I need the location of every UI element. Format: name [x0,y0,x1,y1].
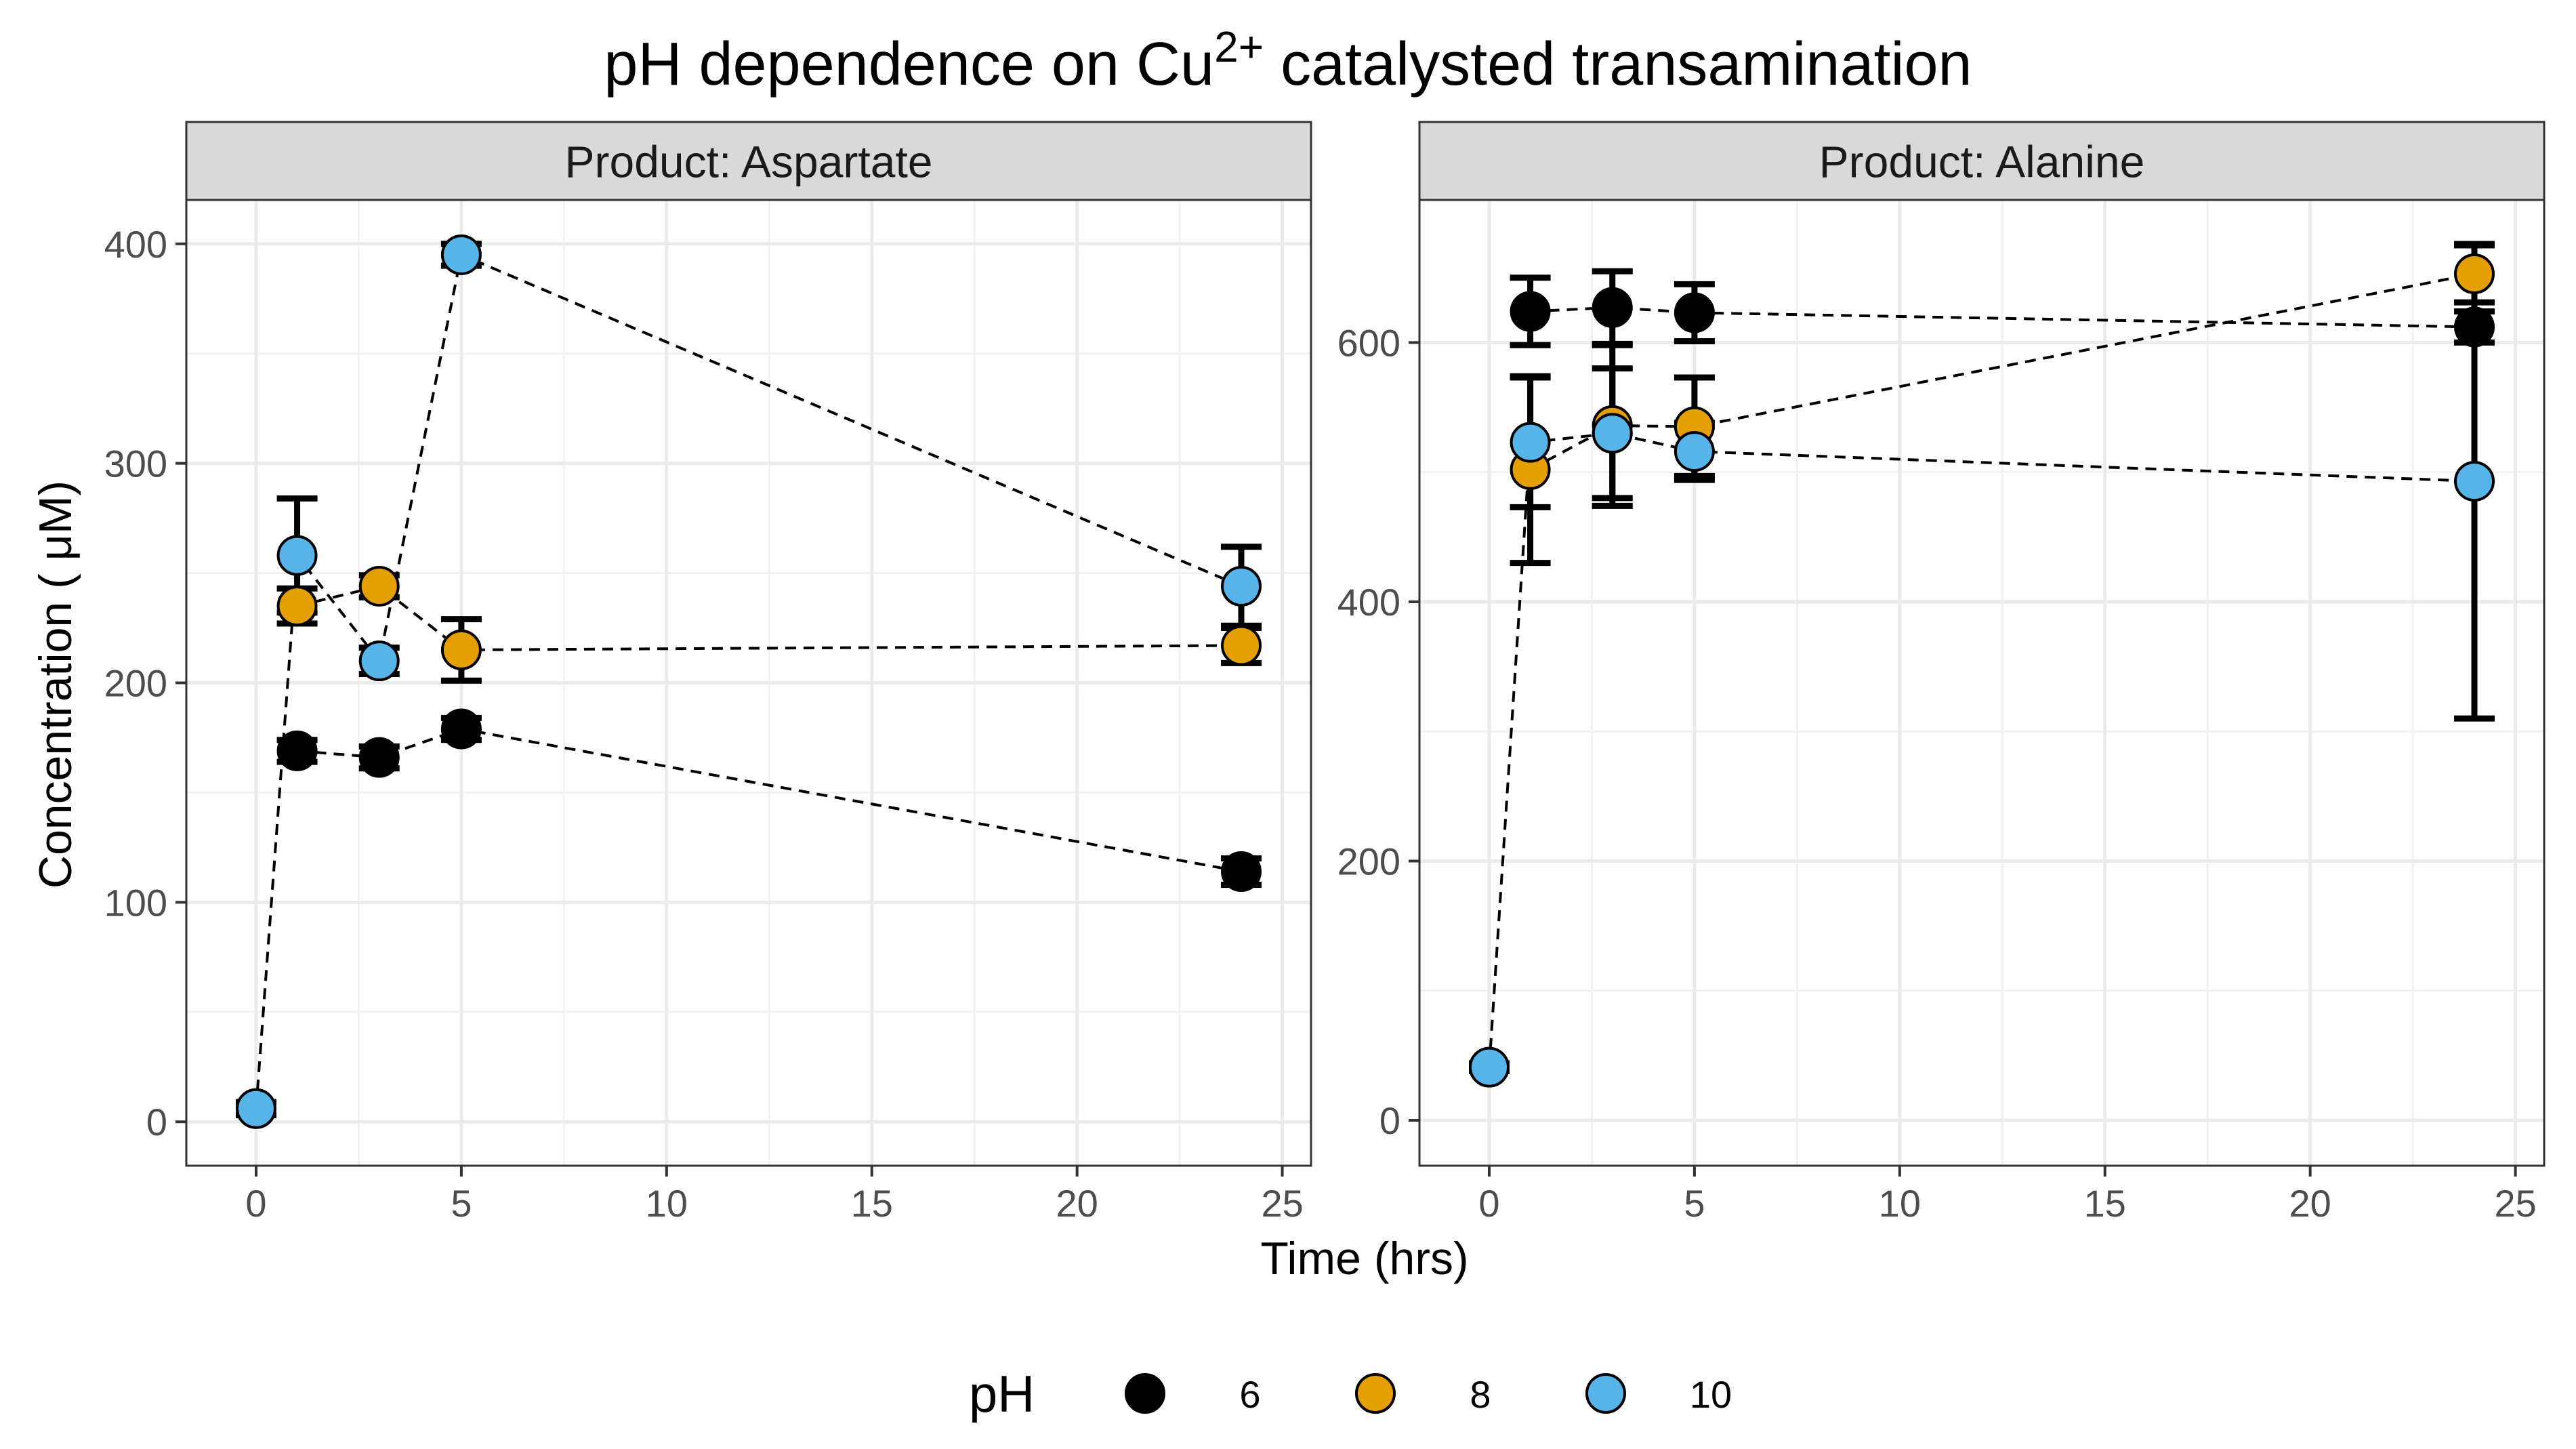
data-point-ph-8 [276,586,318,627]
legend-label: 6 [1239,1373,1260,1416]
x-axis-label: Time (hrs) [1260,1233,1468,1284]
data-point-ph-6 [440,708,482,750]
legend-entry-ph-8: 8 [1355,1373,1491,1416]
legend-label: 8 [1470,1373,1491,1416]
data-point-ph-10 [2454,461,2495,502]
y-tick-label: 0 [146,1101,167,1143]
y-tick-label: 200 [1337,840,1400,883]
x-tick-label: 5 [451,1182,472,1225]
x-tick-label: 10 [1879,1182,1921,1225]
data-point-ph-6 [1674,292,1715,333]
x-tick-label: 10 [646,1182,688,1225]
chart-title-superscript: 2+ [1214,22,1264,71]
chart-title-main: pH dependence on Cu [604,30,1214,98]
data-point-ph-10 [1592,413,1633,454]
legend-entry-ph-6: 6 [1125,1373,1261,1416]
x-tick-label: 25 [2494,1182,2536,1225]
facet-strip [1418,121,2546,201]
y-tick-label: 100 [104,881,167,924]
data-point-ph-6 [1510,291,1551,332]
chart-title: pH dependence on Cu2+ catalysted transam… [604,22,1972,98]
data-point-ph-8 [2454,253,2495,295]
chart-title-rest: catalysted transamination [1264,30,1972,98]
y-axis-label: Concentration ( μM) [30,481,81,889]
x-tick-label: 0 [245,1182,266,1225]
panel-background [1419,200,2544,1166]
legend-title: pH [969,1366,1035,1423]
data-point-ph-10 [358,640,400,682]
y-tick-label: 400 [104,223,167,266]
series-line-ph-6 [1530,306,2475,329]
data-point-ph-6 [1592,287,1633,328]
data-point-ph-10 [1468,1046,1510,1088]
panel-1: Product: Aspartate 0 100 200 300 400 0 5 10 15 20 2… [104,121,1312,1225]
series-line-ph-8 [297,584,1242,651]
data-point-ph-6 [358,737,400,778]
y-tick-label: 600 [1337,321,1400,364]
series-line-ph-8 [1529,272,2475,471]
data-point-ph-6 [1221,851,1262,893]
series-line-ph-10 [1487,432,2475,1067]
panel-2: Product: Alanine 0 200 400 600 0 5 10 15 20 25 [1337,121,2546,1225]
facet-strip-label: Product: Alanine [1819,137,2145,187]
legend-key [1125,1373,1165,1414]
x-tick-label: 20 [2289,1182,2331,1225]
data-point-ph-6 [276,730,318,771]
data-point-ph-8 [358,566,400,607]
x-tick-label: 5 [1684,1182,1705,1225]
x-tick-label: 15 [851,1182,893,1225]
y-tick-label: 300 [104,443,167,485]
data-point-ph-10 [440,234,482,275]
x-tick-label: 25 [1261,1182,1303,1225]
x-tick-label: 0 [1478,1182,1499,1225]
legend: pH 6 8 10 [969,1366,1732,1423]
data-point-ph-10 [1674,431,1715,472]
y-tick-label: 0 [1379,1099,1400,1142]
y-tick-label: 400 [1337,581,1400,624]
data-point-ph-10 [1221,566,1262,607]
facet-strip-label: Product: Aspartate [565,137,933,187]
data-point-ph-10 [276,535,318,576]
y-tick-label: 200 [104,662,167,705]
data-point-ph-8 [1221,625,1262,666]
series-line-ph-6 [297,727,1242,873]
legend-key [1355,1373,1396,1414]
data-point-ph-10 [235,1088,276,1129]
data-point-ph-8 [440,629,482,670]
legend-label: 10 [1690,1373,1732,1416]
x-tick-label: 15 [2084,1182,2126,1225]
legend-entry-ph-10: 10 [1585,1373,1732,1416]
x-tick-label: 20 [1056,1182,1098,1225]
data-point-ph-10 [1510,422,1551,463]
data-point-ph-6 [2454,306,2495,348]
facet-strip [185,121,1312,201]
legend-key [1585,1373,1626,1414]
